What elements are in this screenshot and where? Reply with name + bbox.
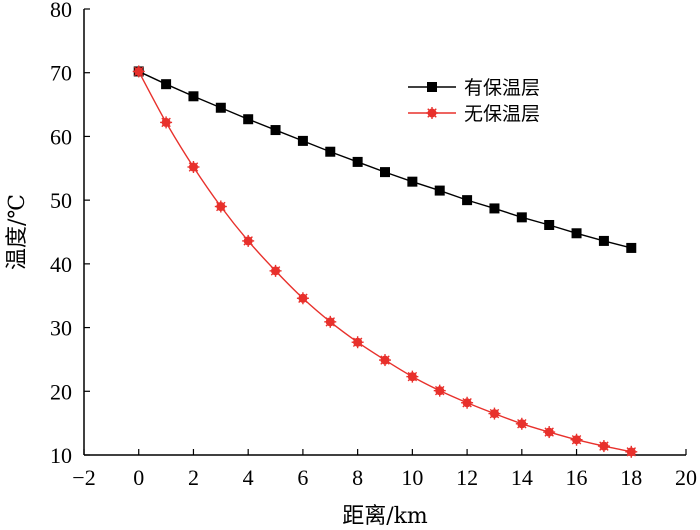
y-tick-label: 20 — [50, 379, 72, 404]
data-point — [215, 102, 226, 113]
data-point — [296, 292, 309, 305]
data-point — [598, 235, 609, 246]
x-tick-label: 4 — [243, 465, 254, 490]
data-point — [489, 203, 500, 214]
data-point — [324, 315, 337, 328]
data-point — [461, 396, 474, 409]
x-tick-label: 8 — [352, 465, 363, 490]
data-point — [187, 161, 200, 174]
axes: −2 0 2 4 6 8 10 12 14 16 18 20 10 20 30 40 50 60 70 80 — [50, 0, 697, 490]
series-line — [138, 70, 632, 249]
x-tick-label: 18 — [620, 465, 642, 490]
series-2 — [132, 65, 638, 458]
x-axis-title: 距离/km — [342, 504, 428, 529]
data-point — [379, 354, 391, 367]
x-tick-label: 20 — [675, 465, 697, 490]
data-point — [433, 384, 446, 397]
y-tick-label: 40 — [50, 252, 72, 277]
x-tick-label: 6 — [297, 465, 308, 490]
y-tick-label: 10 — [50, 443, 72, 468]
legend-marker — [426, 107, 438, 119]
data-point — [488, 407, 501, 420]
data-point — [434, 185, 445, 196]
data-point — [516, 212, 527, 223]
x-tick-label: 12 — [456, 465, 478, 490]
data-point — [269, 264, 282, 277]
x-tick-label: −2 — [72, 465, 95, 490]
data-point — [214, 200, 227, 213]
data-point — [570, 433, 583, 446]
legend-item: 无保温层 — [408, 103, 540, 125]
y-tick-label: 60 — [50, 124, 72, 149]
series-line — [138, 71, 632, 453]
data-point — [625, 445, 638, 458]
data-point — [406, 370, 419, 383]
data-point — [597, 440, 610, 453]
y-tick-label: 80 — [50, 0, 72, 22]
data-point — [380, 167, 390, 178]
data-point — [243, 114, 254, 125]
data-point — [352, 156, 363, 167]
data-point — [242, 234, 255, 247]
data-point — [626, 242, 637, 253]
data-point — [351, 336, 364, 349]
y-tick-label: 70 — [50, 61, 72, 86]
x-tick-label: 2 — [188, 465, 199, 490]
data-point — [407, 176, 418, 187]
data-point — [571, 228, 582, 239]
data-point — [270, 125, 281, 136]
data-point — [543, 426, 556, 439]
data-point — [160, 116, 173, 129]
x-tick-label: 10 — [401, 465, 423, 490]
data-point — [188, 91, 199, 102]
data-point — [515, 417, 528, 430]
x-tick-label: 16 — [566, 465, 588, 490]
y-tick-label: 50 — [50, 188, 72, 213]
series-layer — [132, 65, 638, 458]
x-tick-label: 14 — [511, 465, 533, 490]
data-point — [325, 146, 336, 157]
data-point — [132, 65, 145, 78]
data-point — [544, 219, 555, 230]
series-1 — [133, 66, 637, 253]
data-point — [161, 79, 172, 90]
data-point — [297, 135, 308, 146]
legend-item: 有保温层 — [408, 77, 540, 99]
legend-label: 有保温层 — [464, 77, 540, 99]
legend-marker — [427, 82, 437, 92]
y-tick-label: 30 — [50, 316, 72, 341]
x-tick-label: 0 — [133, 465, 144, 490]
data-point — [462, 195, 473, 206]
legend-label: 无保温层 — [464, 103, 540, 125]
y-axis-title: 温度/℃ — [5, 194, 30, 270]
